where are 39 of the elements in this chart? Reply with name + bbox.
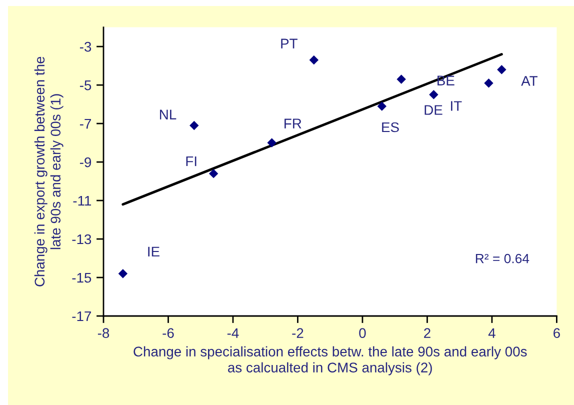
- x-tick-label: 4: [488, 328, 496, 338]
- x-tick-label: -4: [227, 328, 239, 338]
- annotation: BE: [438, 76, 454, 86]
- x-tick-label: -6: [162, 328, 174, 338]
- annotation: FR: [284, 118, 302, 128]
- point: [396, 74, 406, 84]
- y-tick-label: -13: [72, 234, 92, 244]
- x-tick-label: 2: [424, 328, 430, 338]
- point: [190, 120, 199, 130]
- annotation: FI: [186, 156, 196, 166]
- annotation: IE: [148, 246, 160, 256]
- point: [267, 138, 276, 148]
- y-tick-label: -17: [72, 311, 91, 322]
- y-tick-label: -11: [73, 196, 92, 206]
- y-tick-label: -9: [80, 157, 92, 168]
- y-tick-label: -15: [72, 272, 92, 283]
- annotation: NL: [160, 110, 176, 120]
- annotation: IT: [451, 101, 462, 111]
- annotation: ES: [382, 122, 399, 132]
- point: [208, 168, 218, 178]
- y-axis-title: Change in export growth between the late 90s and early 00s (1): [34, 56, 64, 286]
- y-tick-label: -3: [80, 42, 92, 52]
- x-tick-label: -2: [292, 328, 304, 338]
- point: [377, 102, 386, 111]
- annotation: PT: [281, 38, 298, 48]
- annotation: AT: [521, 76, 538, 86]
- point: [429, 90, 438, 100]
- y-tick-label: -5: [80, 80, 92, 90]
- x-tick-label: 6: [554, 328, 560, 338]
- annotation: DE: [424, 105, 442, 115]
- x-tick-label: 0: [359, 328, 366, 338]
- point: [118, 269, 128, 278]
- point: [484, 78, 494, 88]
- point: [497, 65, 506, 74]
- point: [309, 55, 319, 65]
- annotation: R² = 0.64: [476, 254, 530, 264]
- y-tick-label: -7: [80, 119, 91, 129]
- x-tick-label: -8: [98, 328, 110, 338]
- x-axis-title: Change in specialisation effects betw. the late 90s and early 00s as calcualted in CMS analysis (2): [134, 346, 527, 376]
